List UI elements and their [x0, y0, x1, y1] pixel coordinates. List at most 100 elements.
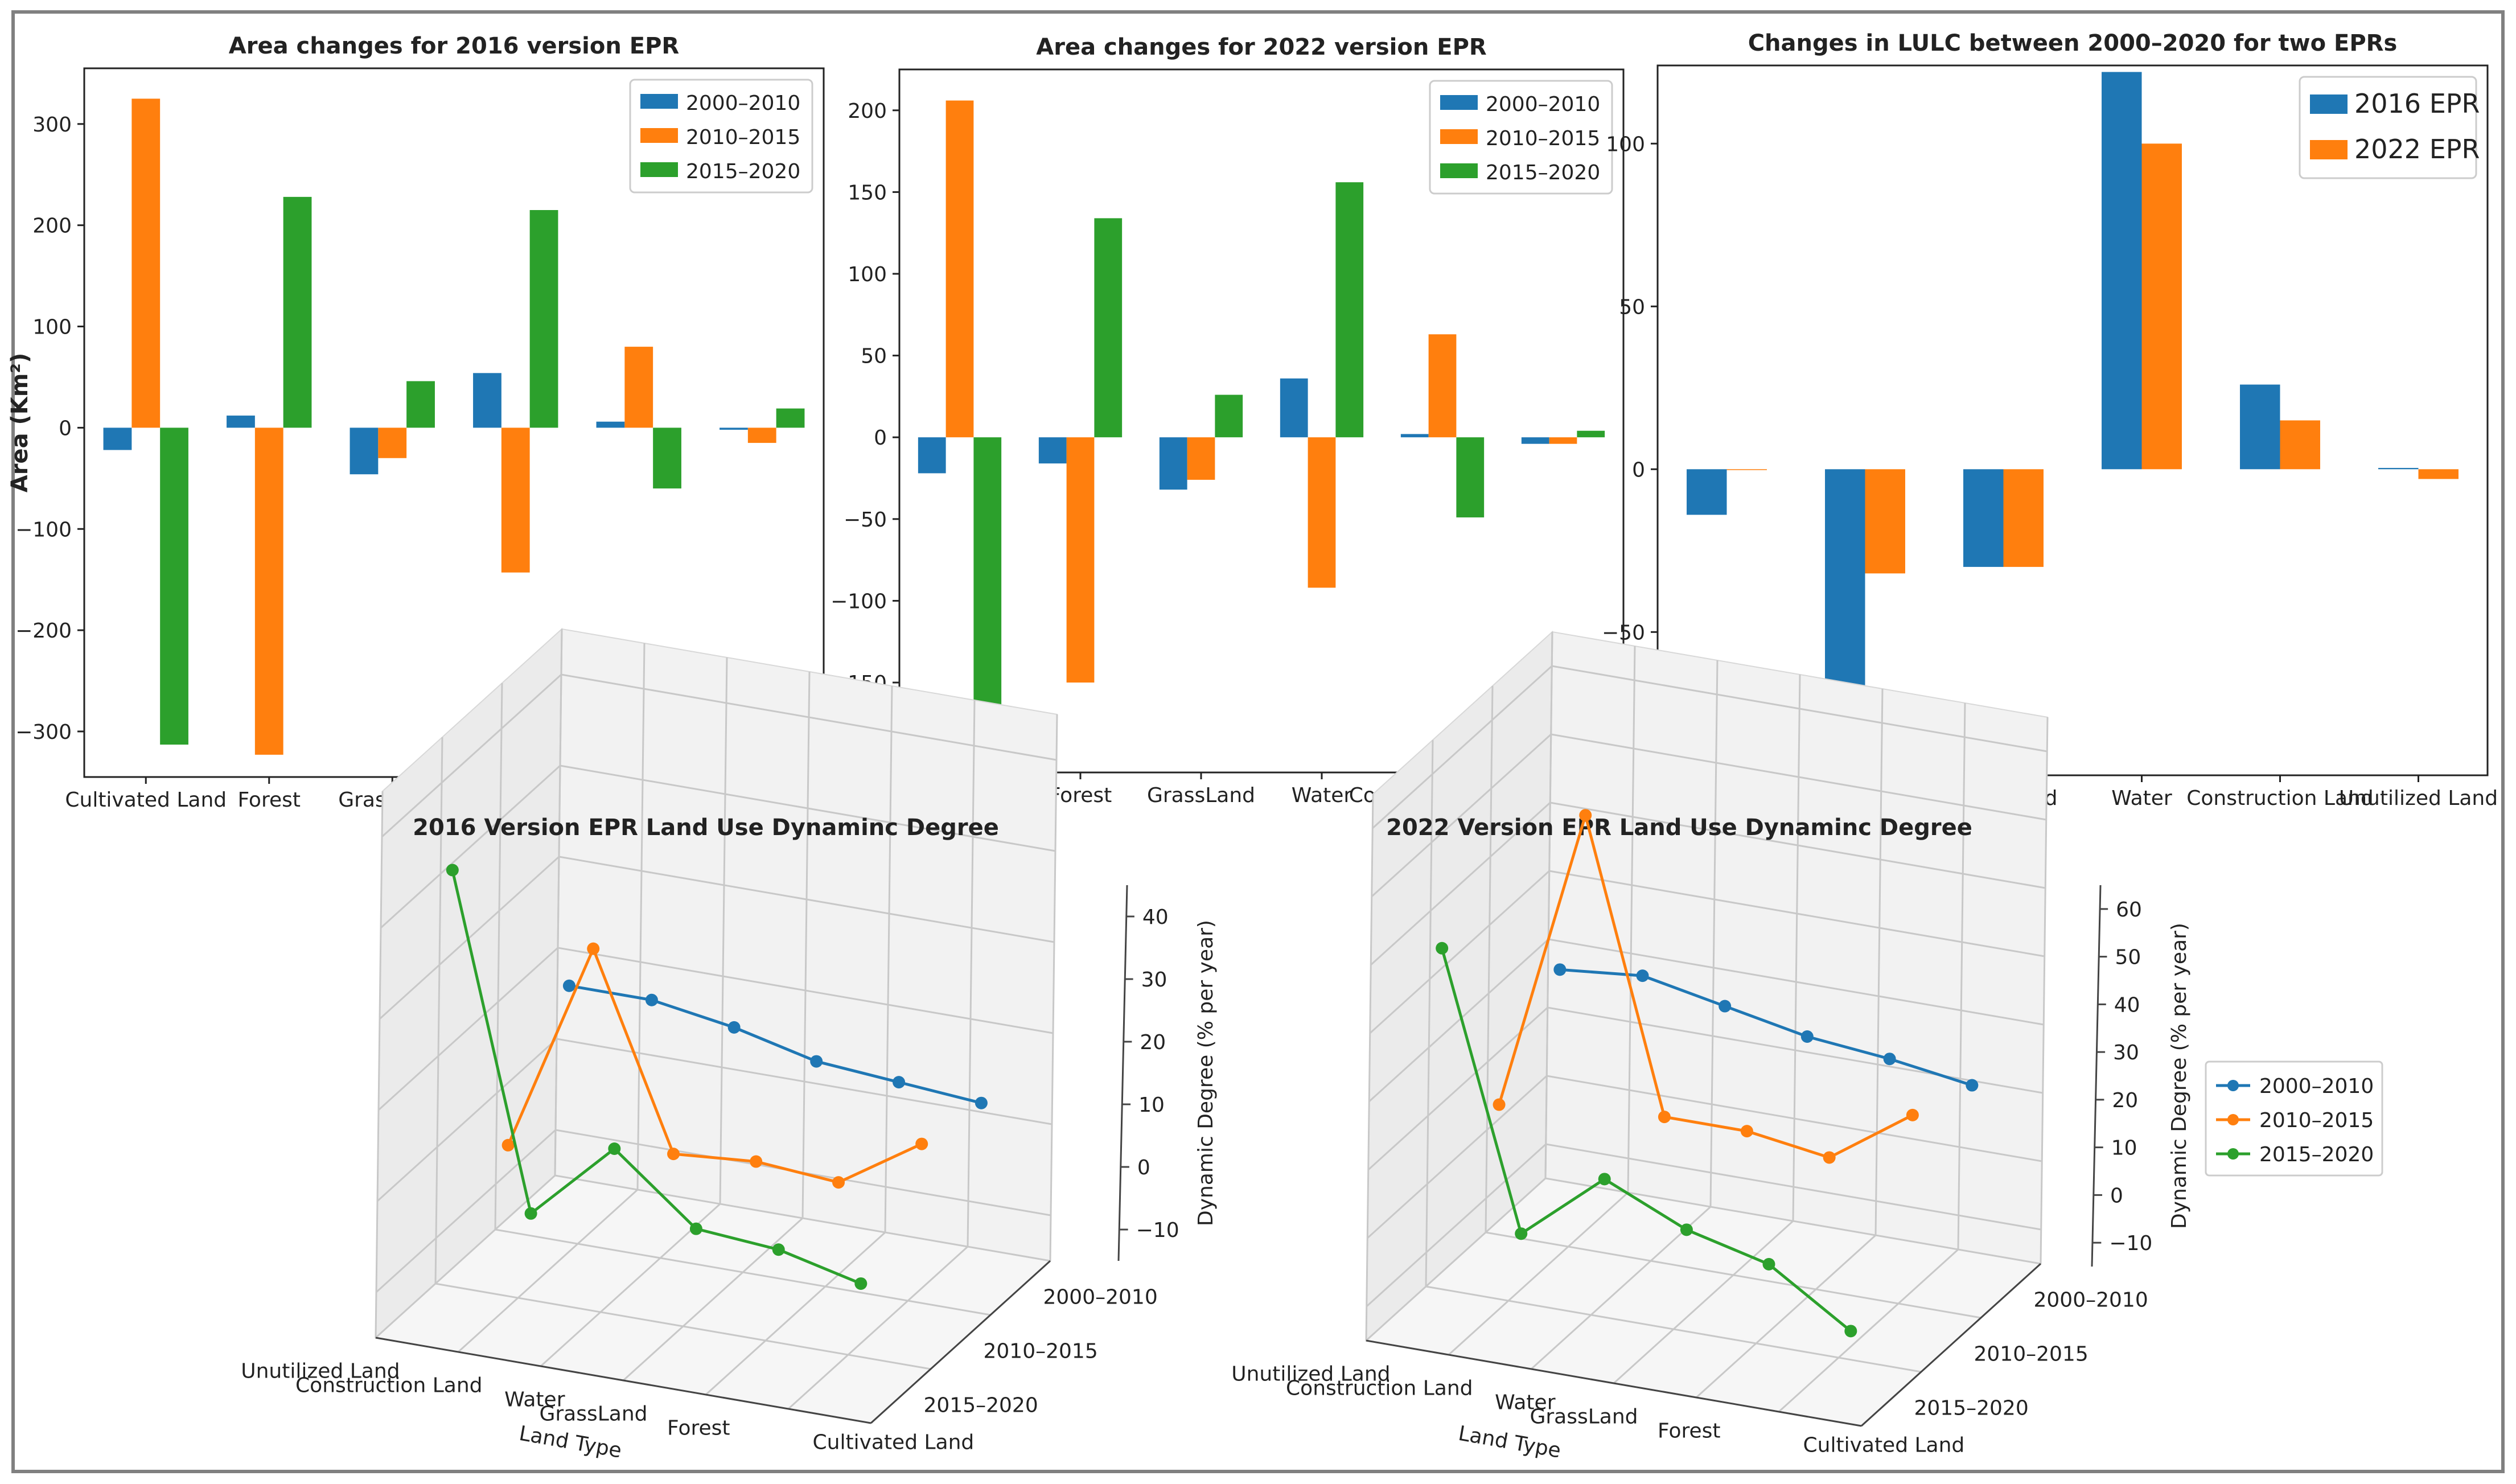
dyn2022-grid-floor-u [1778, 1248, 1959, 1413]
bar2016-ytick-label: −100 [15, 518, 72, 541]
bar2016-bar-2010–2015-water [501, 427, 530, 573]
dyn2016-point-2000–2010-water [727, 1021, 741, 1034]
dyn2022-legend-marker [2227, 1080, 2239, 1091]
dyn2022-point-2015–2020-construction-land [1515, 1227, 1528, 1240]
bar2022-bar-2000–2010-unutilized-land [1521, 437, 1549, 444]
dyn2016-zlabel: Dynamic Degree (% per year) [1194, 920, 1218, 1226]
dyn2022-grid-side [1367, 1006, 1548, 1171]
bar2016-bar-2015–2020-forest [283, 196, 312, 428]
dyn2022-grid-side-v [1544, 631, 1553, 1179]
dyn2016-category-label: Cultivated Land [813, 1431, 975, 1454]
bar2022-bar-2000–2010-forest [1038, 437, 1067, 464]
barEPR-bar-2016-EPR-grassland [1963, 469, 2004, 567]
dyn2022-point-2010–2015-forest [1823, 1151, 1836, 1164]
dyn2016-grid-back-v [636, 643, 646, 1190]
dyn2016-grid-side [375, 1129, 557, 1293]
dyn2016-grid-back-v [801, 671, 811, 1219]
barEPR-legend-label: 2016 EPR [2354, 88, 2480, 119]
bar2022-bar-2010–2015-forest [1066, 437, 1095, 683]
dyn2022-ztick-label: 30 [2113, 1041, 2139, 1064]
dyn2016-grid-floor-u [457, 1189, 639, 1353]
dyn2016-grid-back-v [884, 685, 893, 1233]
bar2016-bar-2000–2010-water [473, 373, 501, 428]
dyn2022-y-axis [1860, 1263, 2042, 1427]
dyn2016-point-2010–2015-grassland [750, 1155, 763, 1168]
dyn2016-grid-floor-u [787, 1245, 969, 1410]
bar2022-xtick-label: Forest [1049, 784, 1112, 807]
dyn2016-grid-side-v [434, 737, 443, 1284]
dyn2016-point-2000–2010-construction-land [645, 993, 658, 1006]
bar2022-bar-2010–2015-construction-land [1428, 334, 1457, 438]
bar2022-bar-2000–2010-cultivated-land [918, 437, 946, 474]
dyn2016-category-label: Water [504, 1388, 565, 1412]
dyn2016-category-label: GrassLand [539, 1403, 647, 1426]
dyn2022-grid-floor-u [1530, 1206, 1712, 1370]
dyn2016-point-2015–2020-cultivated-land [854, 1277, 868, 1290]
dyn2016-depth-label: 2000–2010 [1043, 1286, 1158, 1309]
dyn2016-grid-side-v [494, 683, 503, 1230]
dyn2022-point-2000–2010-grassland [1800, 1030, 1814, 1043]
dyn2022-point-2000–2010-unutilized-land [1553, 963, 1567, 976]
dyn2022-point-2015–2020-cultivated-land [1844, 1325, 1857, 1338]
bar2022-bar-2015–2020-water [1335, 182, 1364, 438]
bar2022-bar-2010–2015-unutilized-land [1549, 437, 1577, 444]
dyn2022-grid-side [1367, 1075, 1548, 1239]
barEPR-legend-swatch [2310, 140, 2348, 159]
bar2016-bar-2010–2015-forest [254, 427, 283, 755]
bar2022-title: Area changes for 2022 version EPR [1036, 34, 1486, 60]
dyn2016-ztick-label: 40 [1142, 906, 1169, 929]
dyn2022-category-label: Construction Land [1286, 1377, 1473, 1400]
dyn2016-grid-floor-d [554, 1174, 1051, 1262]
dyn2016-point-2010–2015-unutilized-land [501, 1138, 515, 1152]
bar2022-bar-2015–2020-cultivated-land [973, 437, 1002, 738]
dyn2022-grid-side [1370, 801, 1551, 966]
bar2022-bar-2000–2010-grassland [1159, 437, 1187, 490]
bar2022-bar-2015–2020-forest [1094, 218, 1123, 438]
bar2022-legend-swatch [1440, 95, 1478, 110]
bar2016-ytick-label: 100 [32, 316, 72, 339]
dyn2016-point-2010–2015-construction-land [587, 942, 600, 955]
dyn2022-ztick-label: 40 [2114, 993, 2140, 1017]
bar2016-legend-label: 2015–2020 [686, 160, 800, 183]
dyn2016-point-2015–2020-unutilized-land [446, 864, 459, 877]
dyn2022-ztick-label: 50 [2115, 946, 2141, 969]
dyn2016-grid-back-v [1049, 714, 1058, 1261]
dyn2022-point-2010–2015-cultivated-land [1906, 1108, 1919, 1121]
bar2016-legend-swatch [640, 94, 678, 109]
dyn2022-series-line-2010–2015 [1498, 809, 1914, 1160]
bar2016-bar-2010–2015-cultivated-land [131, 98, 161, 428]
bar2016-bar-2015–2020-unutilized-land [776, 408, 805, 428]
dyn2022-grid-floor-d [1485, 1231, 1981, 1319]
dyn2016-grid-floor-u [622, 1217, 804, 1382]
dyn2022-grid-back-v [1627, 646, 1636, 1193]
dyn2016-grid-floor-u [705, 1231, 886, 1396]
bar2016-xtick-label: Cultivated Land [65, 788, 227, 812]
dyn2016-grid-side-v [554, 628, 563, 1176]
dyn2016-ztick-label: 30 [1141, 968, 1167, 992]
barEPR-bar-2016-EPR-construction-land [2240, 384, 2280, 470]
dyn2016-ztick-label: 20 [1140, 1031, 1166, 1054]
dyn2016-grid-back-v [967, 700, 976, 1247]
dyn2022-depth-label: 2010–2015 [1974, 1343, 2089, 1366]
bar2016-xtick-label: Forest [238, 788, 301, 812]
dyn2016-grid-side [380, 764, 561, 929]
dyn2016-grid-floor-d [435, 1282, 931, 1370]
dyn2016-point-2000–2010-grassland [810, 1055, 823, 1068]
dyn2022-grid-floor-u [1613, 1220, 1794, 1384]
dyn2016-grid-floor-u [540, 1203, 721, 1367]
dyn2016-grid-side-v [375, 791, 384, 1338]
barEPR-legend-label: 2022 EPR [2354, 134, 2480, 165]
dyn2022-category-label: Cultivated Land [1803, 1434, 1965, 1457]
dyn2022-grid-side [1372, 665, 1553, 829]
bar2022-legend-label: 2015–2020 [1486, 161, 1600, 184]
dyn2022-grid-side [1369, 870, 1550, 1034]
dyn2022-point-2010–2015-water [1658, 1111, 1671, 1124]
barEPR-legend-swatch [2310, 94, 2348, 114]
bar2016-bar-2000–2010-unutilized-land [720, 427, 748, 430]
bar2022-bar-2015–2020-grassland [1215, 394, 1243, 438]
barEPR-axes-frame [1656, 64, 2489, 776]
dyn2022-legend-label: 2000–2010 [2259, 1075, 2374, 1098]
dyn2016-point-2015–2020-water [608, 1142, 621, 1156]
bar2016-ytick-label: −200 [15, 619, 72, 643]
dyn2022-grid-back-v [1709, 660, 1719, 1207]
